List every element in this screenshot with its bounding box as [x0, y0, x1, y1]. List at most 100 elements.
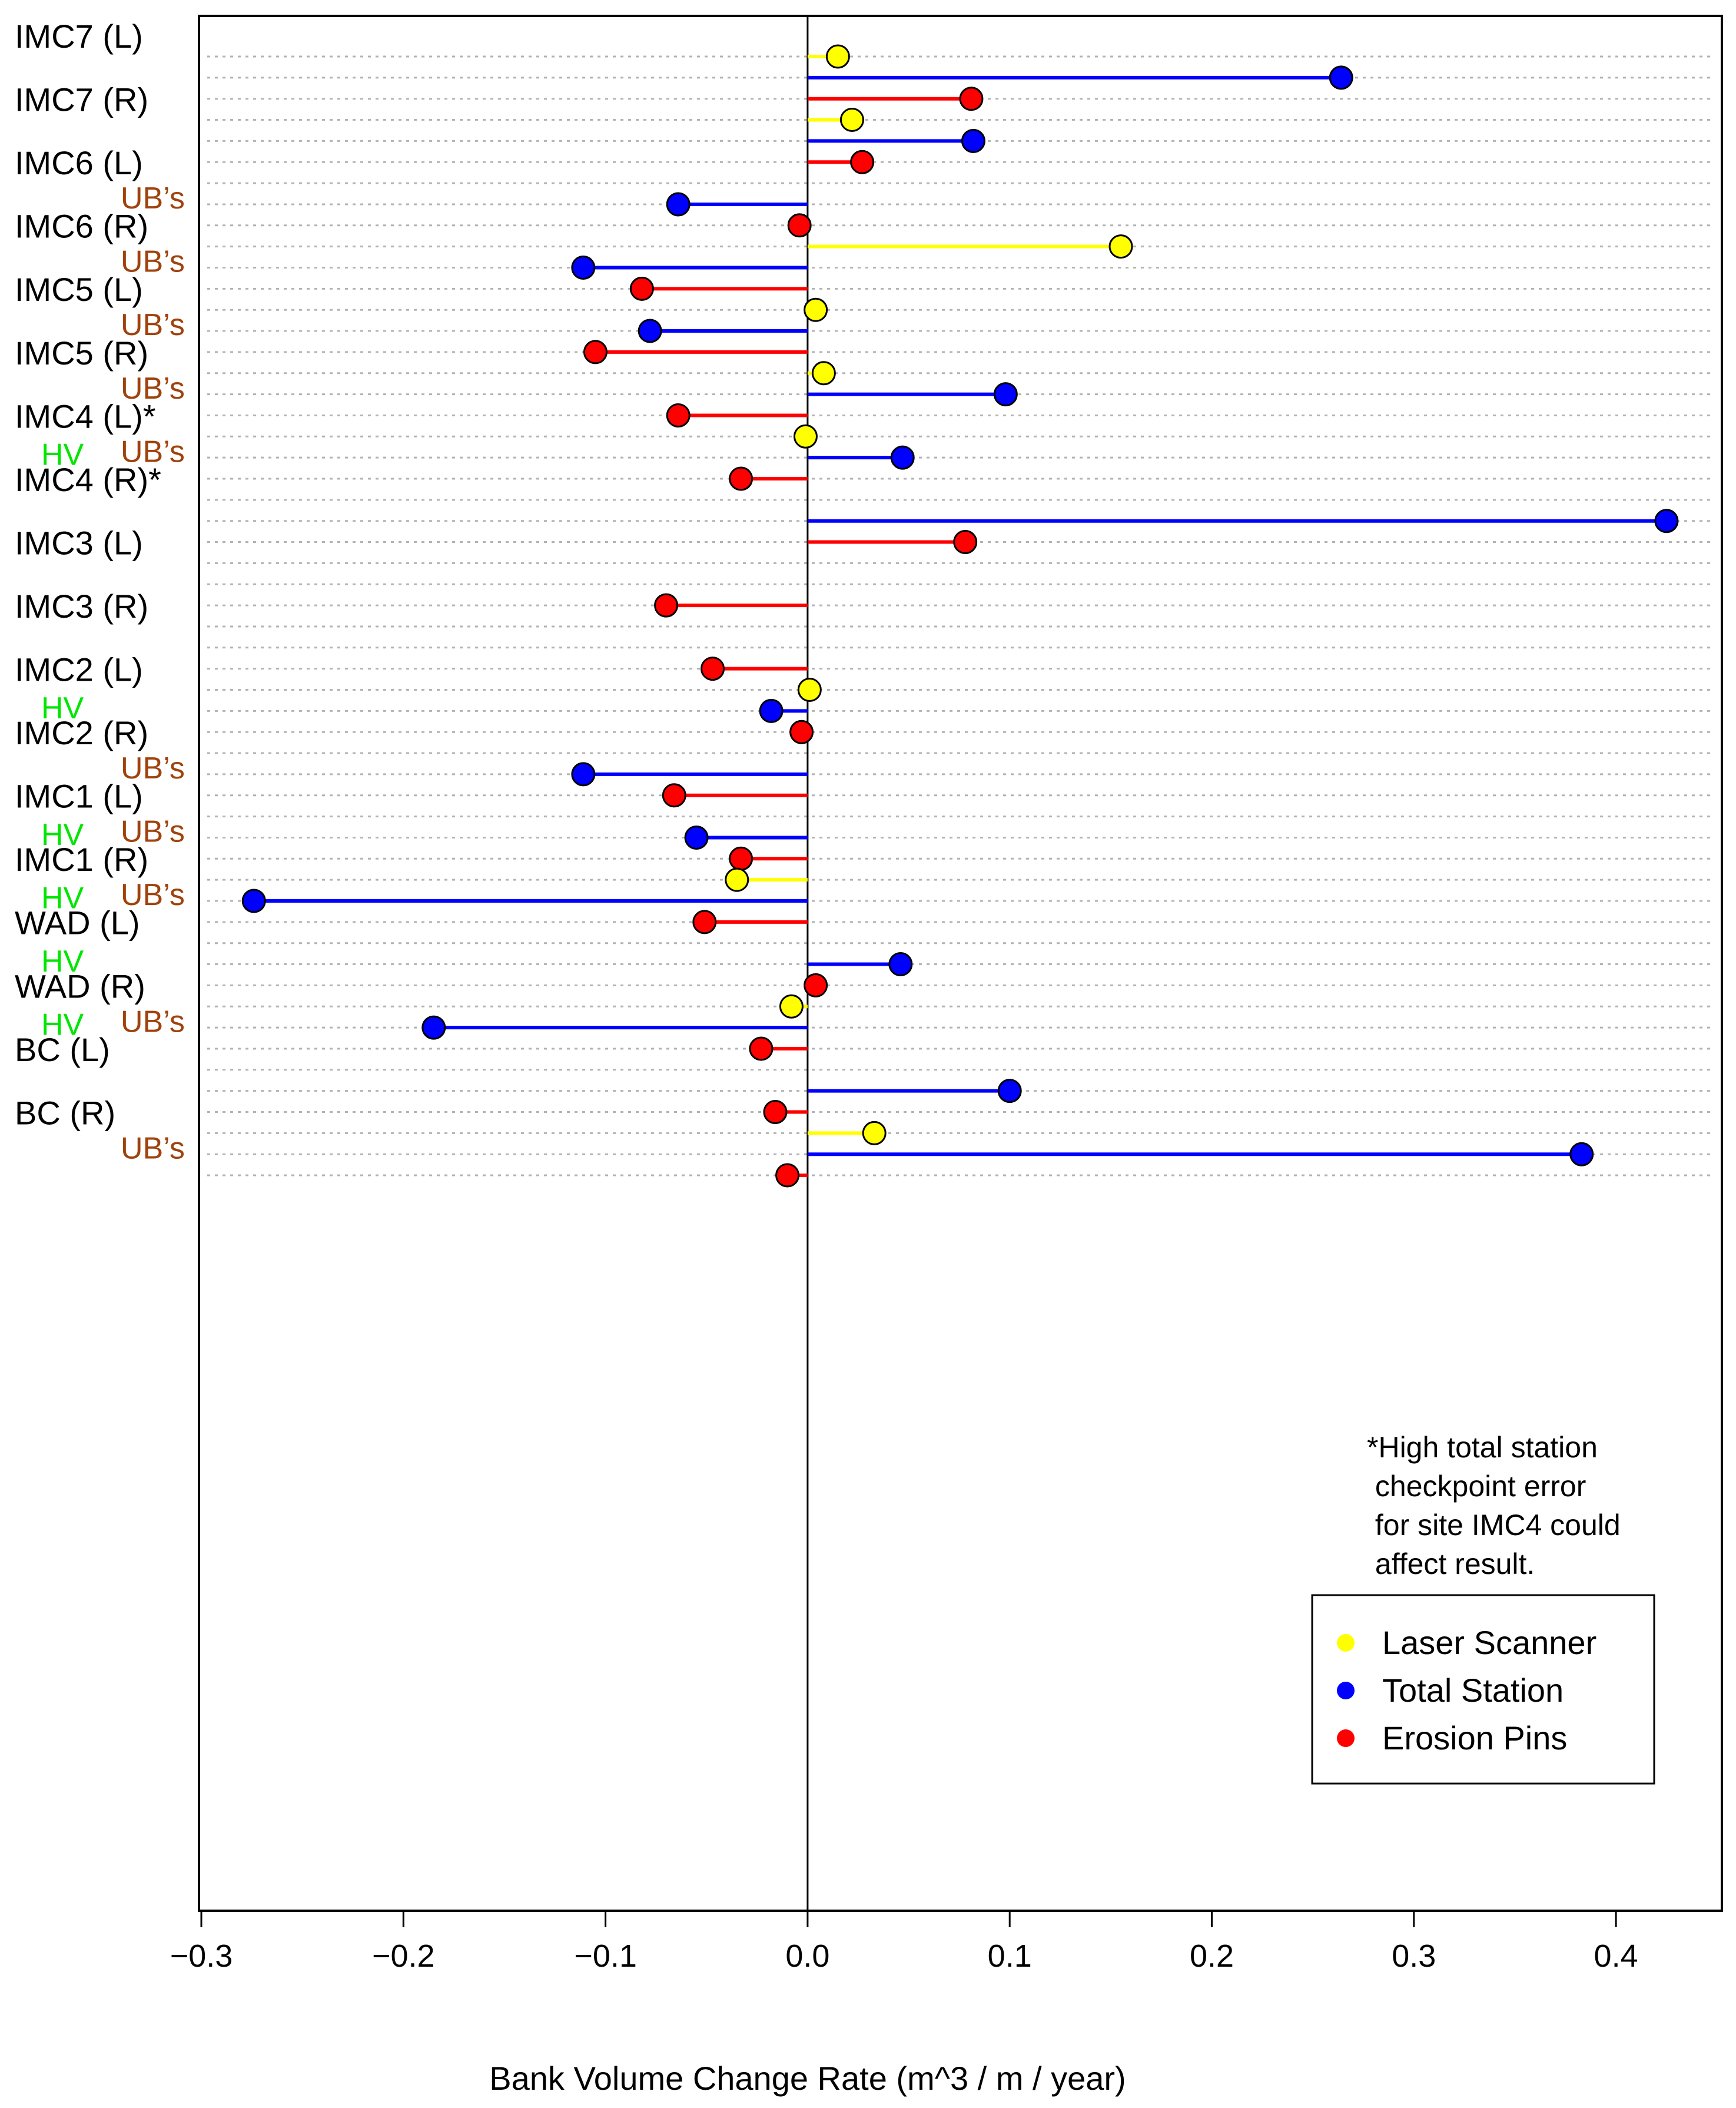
point-total	[1329, 65, 1353, 90]
legend-label: Erosion Pins	[1382, 1719, 1567, 1756]
point-laser	[793, 424, 818, 449]
x-axis-title: Bank Volume Change Rate (m^3 / m / year)	[489, 2060, 1126, 2097]
point-pins	[701, 657, 725, 681]
point-pins	[729, 846, 754, 871]
site-label: BC (L)	[15, 1031, 110, 1068]
note-line-1: *High total station	[1367, 1431, 1598, 1464]
point-pins	[729, 466, 754, 491]
site-label: WAD (R)	[15, 967, 145, 1005]
point-pins	[692, 910, 717, 934]
point-pins	[666, 403, 691, 427]
site-label: IMC5 (R)	[15, 334, 148, 372]
x-tick-label: 0.0	[785, 1938, 829, 1974]
legend-marker	[1337, 1682, 1355, 1699]
site-label: IMC7 (L)	[15, 18, 143, 55]
x-tick-label: −0.1	[574, 1938, 637, 1974]
note-line-3: for site IMC4 could	[1367, 1509, 1621, 1542]
site-label: IMC4 (R)*	[15, 461, 161, 498]
ubs-tag: UB’s	[121, 878, 185, 912]
site-label: IMC1 (L)	[15, 778, 143, 815]
point-total	[890, 445, 915, 470]
point-laser	[839, 108, 864, 132]
ubs-tag: UB’s	[121, 181, 185, 216]
site-label: IMC2 (R)	[15, 714, 148, 751]
point-pins	[749, 1036, 774, 1061]
point-pins	[850, 150, 875, 174]
point-total	[684, 825, 709, 850]
point-total	[759, 698, 784, 723]
site-label: IMC1 (R)	[15, 841, 148, 878]
site-label: BC (R)	[15, 1094, 115, 1131]
point-pins	[662, 783, 686, 808]
hv-tag: HV	[41, 881, 84, 916]
site-label: IMC3 (L)	[15, 524, 143, 561]
point-laser	[862, 1121, 887, 1145]
annotation-note: *High total station checkpoint error for…	[1367, 1428, 1621, 1583]
point-total	[638, 319, 662, 343]
point-pins	[953, 530, 978, 555]
point-total	[993, 382, 1018, 407]
site-label: IMC7 (R)	[15, 81, 148, 118]
point-total	[241, 889, 266, 913]
ubs-tag: UB’s	[121, 1005, 185, 1039]
site-label: IMC4 (L)*	[15, 397, 156, 435]
point-total	[666, 192, 691, 217]
point-pins	[763, 1100, 788, 1124]
point-total	[997, 1079, 1022, 1103]
point-laser	[797, 678, 822, 702]
point-total	[571, 256, 596, 280]
site-label: IMC3 (R)	[15, 588, 148, 625]
site-label: IMC6 (L)	[15, 144, 143, 181]
x-tick-label: 0.2	[1190, 1938, 1234, 1974]
hv-tag: HV	[41, 691, 84, 725]
note-line-2: checkpoint error	[1367, 1470, 1586, 1503]
grid-lines	[207, 55, 1714, 1176]
x-tick-label: 0.1	[988, 1938, 1032, 1974]
site-label: WAD (L)	[15, 904, 140, 942]
lollipop-points	[241, 44, 1679, 1188]
legend-box	[1311, 1594, 1655, 1785]
ubs-tag: UB’s	[121, 308, 185, 342]
hv-tag: HV	[41, 438, 84, 472]
legend-label: Laser Scanner	[1382, 1624, 1596, 1661]
ubs-tag: UB’s	[121, 245, 185, 279]
point-pins	[583, 340, 608, 364]
point-pins	[789, 720, 814, 744]
x-tick-label: −0.2	[372, 1938, 435, 1974]
point-laser	[825, 44, 850, 69]
note-line-4: affect result.	[1367, 1547, 1535, 1580]
legend-marker	[1337, 1729, 1355, 1747]
x-tick-label: 0.4	[1594, 1938, 1638, 1974]
legend-label: Total Station	[1382, 1672, 1564, 1709]
ubs-tag: UB’s	[121, 815, 185, 849]
site-label: IMC2 (L)	[15, 651, 143, 688]
point-pins	[959, 87, 984, 111]
point-laser	[804, 297, 828, 322]
point-laser	[1108, 234, 1133, 259]
point-laser	[811, 361, 836, 386]
x-tick-label: 0.3	[1392, 1938, 1436, 1974]
point-pins	[629, 276, 654, 301]
ubs-tag: UB’s	[121, 1131, 185, 1165]
point-laser	[725, 867, 749, 892]
point-total	[1654, 509, 1679, 533]
ubs-tag: UB’s	[121, 435, 185, 469]
legend-marker	[1337, 1634, 1355, 1652]
legend: Laser Scanner Total Station Erosion Pins	[1311, 1594, 1655, 1785]
point-pins	[654, 593, 679, 618]
hv-tag: HV	[41, 818, 84, 852]
site-label: IMC5 (L)	[15, 271, 143, 308]
point-total	[1569, 1142, 1594, 1166]
hv-tag: HV	[41, 944, 84, 979]
x-axis: −0.3 −0.2 −0.1 0.0 0.1 0.2 0.3 0.4	[170, 1910, 1638, 1974]
x-tick-label: −0.3	[170, 1938, 233, 1974]
hv-tag: HV	[41, 1008, 84, 1042]
point-laser	[779, 994, 804, 1019]
point-pins	[787, 213, 812, 238]
point-total	[571, 762, 596, 787]
site-label: IMC6 (R)	[15, 208, 148, 245]
point-pins	[775, 1163, 800, 1188]
point-total	[888, 952, 913, 977]
